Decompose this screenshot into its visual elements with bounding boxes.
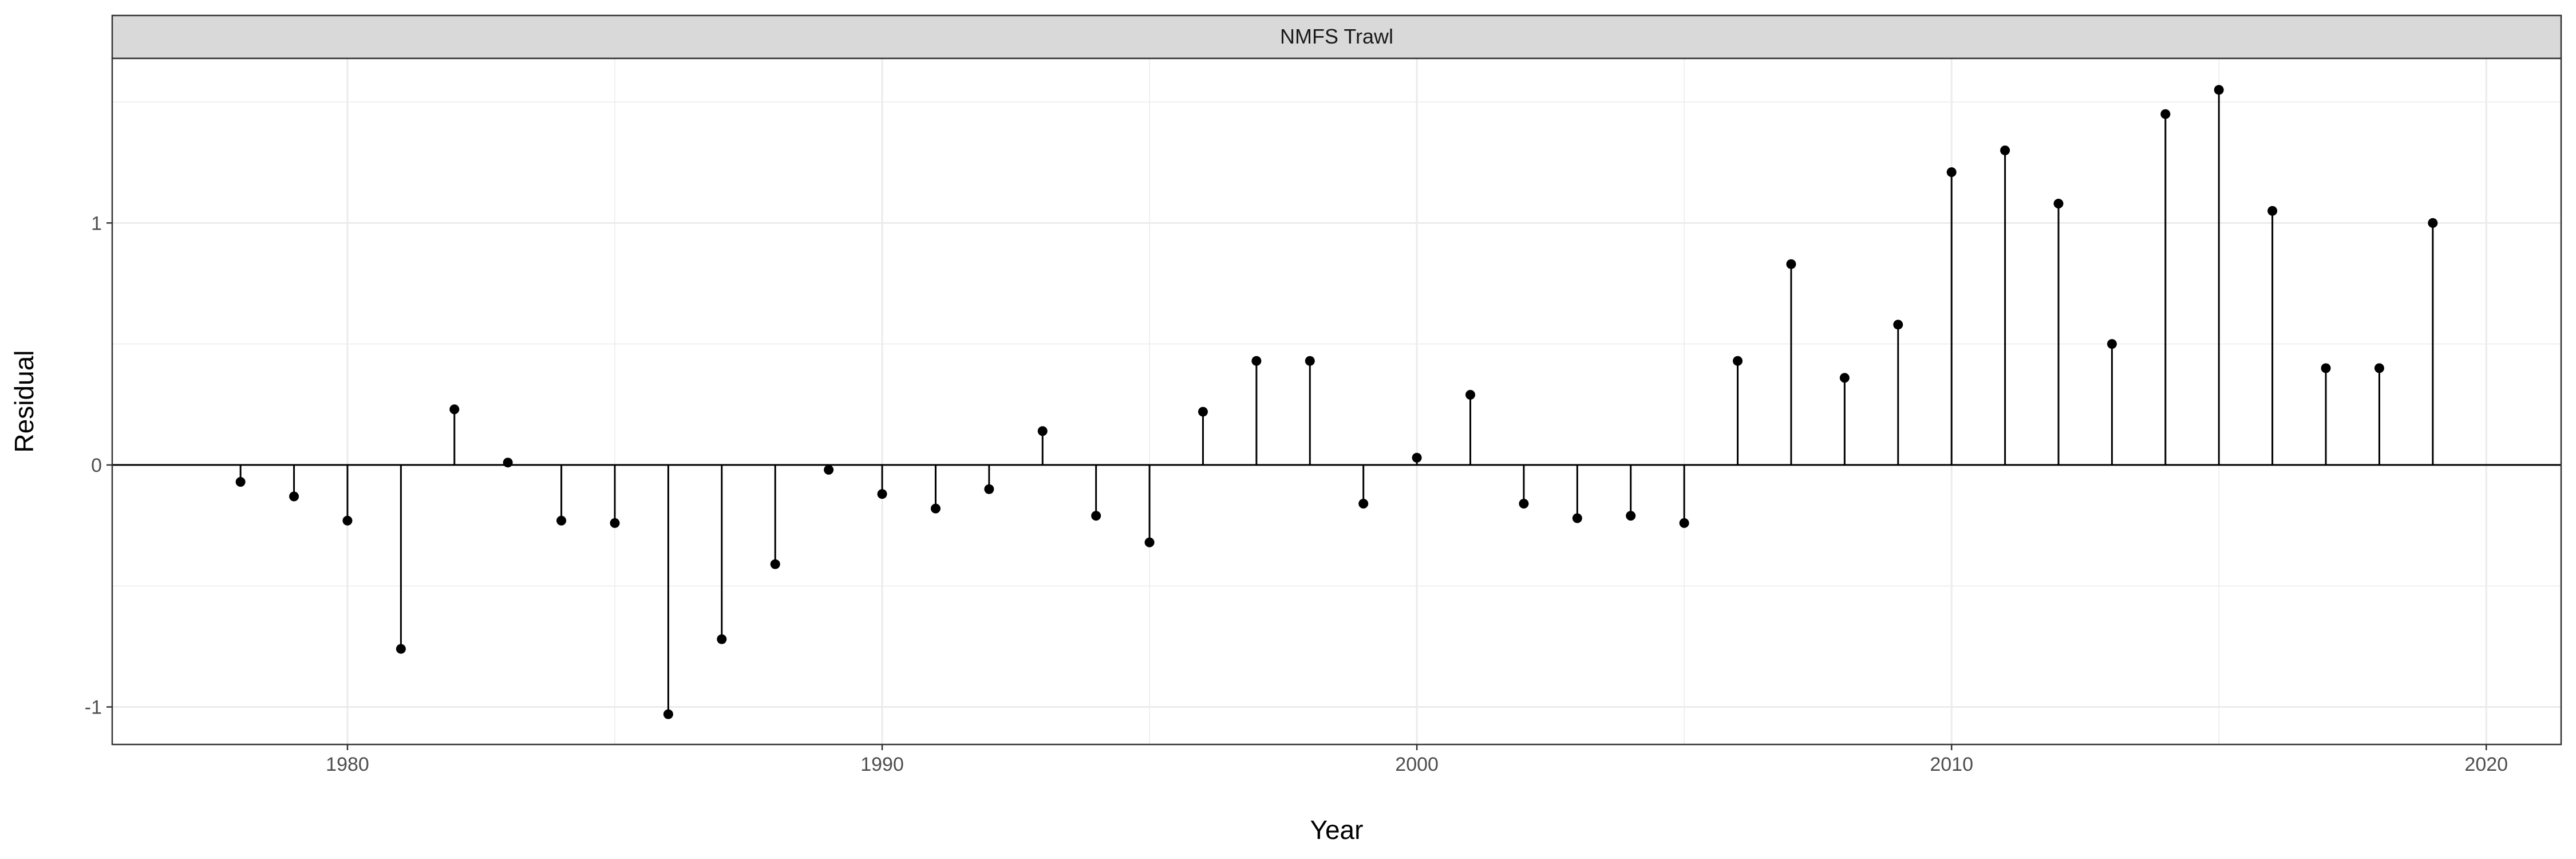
y-tick-label: 1 (91, 212, 102, 234)
point-2011 (2000, 145, 2010, 156)
point-1983 (503, 458, 513, 468)
point-1997 (1251, 356, 1262, 366)
point-1981 (396, 644, 406, 654)
point-2007 (1786, 259, 1796, 269)
point-2015 (2214, 85, 2224, 95)
point-2000 (1412, 452, 1422, 463)
point-2017 (2321, 363, 2331, 373)
panel-border (111, 57, 2562, 746)
point-2003 (1572, 513, 1582, 523)
y-tick-label: 0 (91, 455, 102, 476)
stems (239, 89, 2434, 715)
panel-title: NMFS Trawl (1280, 25, 1393, 48)
x-tick-label: 1990 (860, 754, 904, 775)
y-tick-label: -1 (85, 697, 102, 719)
point-1979 (289, 491, 299, 502)
point-2002 (1519, 499, 1529, 509)
x-tick-label: 2020 (2464, 754, 2508, 775)
point-1980 (342, 515, 353, 526)
x-axis: 1980 1990 2000 2010 2020 (326, 744, 2508, 775)
point-1992 (984, 484, 994, 494)
point-1990 (877, 489, 887, 499)
point-2016 (2267, 206, 2278, 216)
point-2001 (1465, 389, 1476, 400)
panel-background (112, 58, 2561, 744)
point-2010 (1946, 167, 1957, 178)
point-1989 (824, 464, 834, 475)
point-2018 (2374, 363, 2384, 373)
strip: NMFS Trawl (111, 14, 2562, 60)
point-1991 (930, 503, 941, 514)
point-1995 (1144, 537, 1155, 547)
point-2006 (1733, 356, 1743, 366)
point-1978 (235, 477, 246, 487)
point-1994 (1091, 511, 1101, 521)
point-1986 (663, 709, 673, 719)
strip-background (111, 14, 2562, 60)
y-axis: -1 0 1 (85, 212, 112, 719)
point-2005 (1679, 518, 1689, 528)
point-2012 (2053, 199, 2064, 209)
point-1988 (770, 559, 780, 569)
x-tick-label: 2000 (1395, 754, 1439, 775)
y-axis-title: Residual (9, 350, 39, 453)
point-1993 (1037, 426, 1048, 436)
point-1985 (610, 518, 620, 528)
x-tick-label: 2010 (1930, 754, 1973, 775)
point-2004 (1626, 511, 1636, 521)
point-2014 (2160, 109, 2171, 119)
point-1982 (449, 404, 460, 415)
points (235, 85, 2438, 719)
point-1998 (1305, 356, 1315, 366)
point-1984 (556, 515, 567, 526)
panel (111, 57, 2562, 746)
point-2009 (1893, 320, 1903, 330)
point-2019 (2428, 218, 2438, 228)
x-axis-title: Year (1310, 815, 1364, 845)
point-1996 (1198, 407, 1208, 417)
point-2013 (2107, 339, 2117, 349)
x-tick-label: 1980 (326, 754, 369, 775)
point-2008 (1839, 373, 1850, 383)
point-1999 (1358, 499, 1369, 509)
point-1987 (717, 634, 727, 644)
